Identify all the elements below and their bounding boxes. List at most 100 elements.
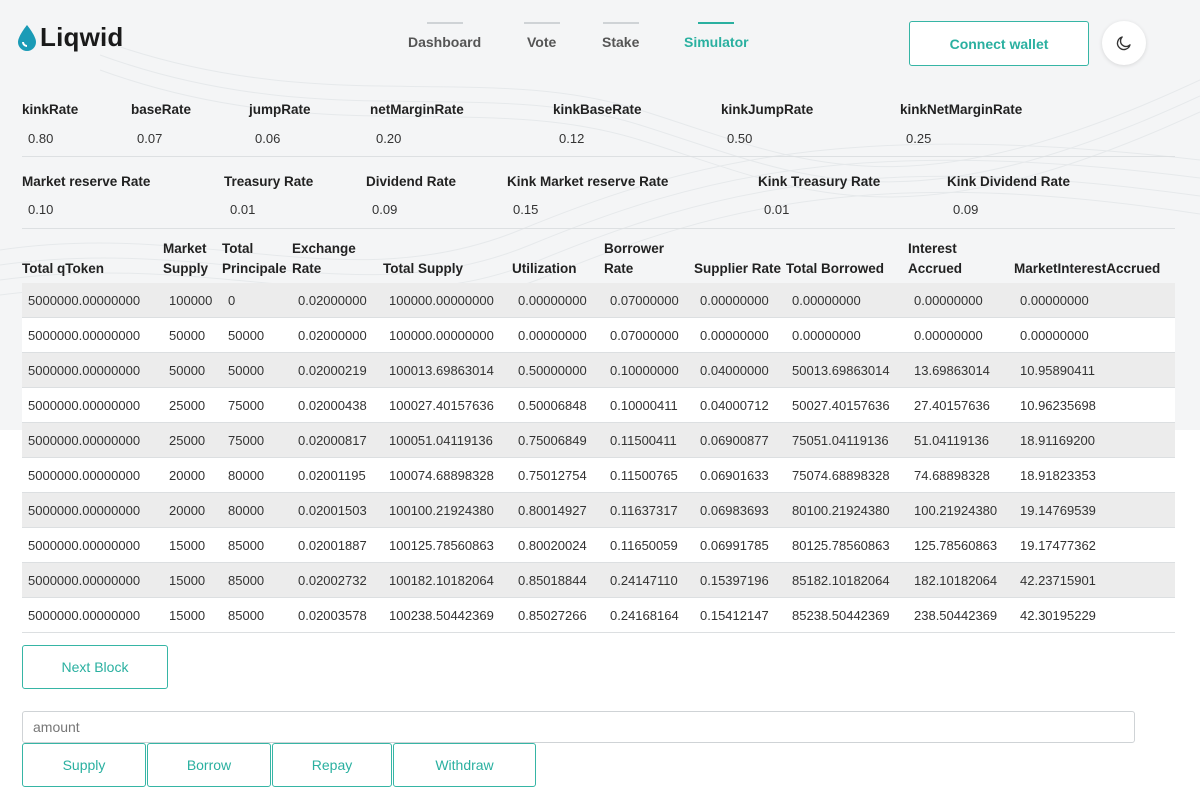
table-cell: 0.04000000 (694, 352, 786, 388)
table-cell: 50013.69863014 (786, 352, 908, 388)
table-cell: 5000000.00000000 (22, 562, 163, 598)
table-header-row: Total qToken Market Supply Total Princip… (22, 239, 1175, 283)
table-cell: 0.07000000 (604, 317, 694, 353)
table-cell: 0 (222, 283, 292, 318)
brand-logo[interactable]: Liqwid (16, 22, 124, 53)
table-cell: 182.10182064 (908, 562, 1014, 598)
table-cell: 0.06901633 (694, 457, 786, 493)
table-cell: 100.21924380 (908, 492, 1014, 528)
table-cell: 75074.68898328 (786, 457, 908, 493)
param-value[interactable]: 0.25 (906, 131, 932, 146)
param-value[interactable]: 0.50 (727, 131, 753, 146)
param-value[interactable]: 0.09 (953, 202, 979, 217)
table-cell: 0.02001195 (292, 457, 383, 493)
column-header: Supplier Rate (694, 261, 782, 276)
table-cell: 100125.78560863 (383, 527, 512, 563)
table-cell: 0.00000000 (786, 283, 908, 318)
table-cell: 0.06991785 (694, 527, 786, 563)
table-cell: 5000000.00000000 (22, 527, 163, 563)
table-cell: 5000000.00000000 (22, 457, 163, 493)
table-cell: 0.02000219 (292, 352, 383, 388)
top-nav: Dashboard Vote Stake Simulator (0, 0, 1200, 80)
supply-button[interactable]: Supply (22, 743, 146, 787)
table-cell: 5000000.00000000 (22, 492, 163, 528)
table-row: 5000000.00000000 25000 75000 0.02000817 1000… (22, 422, 1175, 458)
table-row: 5000000.00000000 20000 80000 0.02001503 1001… (22, 492, 1175, 528)
table-cell: 100074.68898328 (383, 457, 512, 493)
param-label: kinkJumpRate (721, 102, 814, 117)
amount-input[interactable] (22, 711, 1135, 743)
table-cell: 0.02000817 (292, 422, 383, 458)
connect-wallet-button[interactable]: Connect wallet (909, 21, 1089, 66)
param-value[interactable]: 0.01 (764, 202, 790, 217)
next-block-button[interactable]: Next Block (22, 645, 168, 689)
table-cell: 27.40157636 (908, 387, 1014, 423)
table-cell: 75000 (222, 422, 292, 458)
param-value[interactable]: 0.01 (230, 202, 256, 217)
param-label: Treasury Rate (224, 174, 314, 189)
table-cell: 50000 (222, 352, 292, 388)
nav-stake[interactable]: Stake (602, 22, 639, 50)
table-row: 5000000.00000000 20000 80000 0.02001195 1000… (22, 457, 1175, 493)
param-value[interactable]: 0.10 (28, 202, 54, 217)
divider (22, 156, 1175, 157)
table-cell: 0.00000000 (786, 317, 908, 353)
nav-vote[interactable]: Vote (527, 22, 556, 50)
table-cell: 0.50006848 (512, 387, 604, 423)
table-cell: 18.91169200 (1014, 422, 1175, 458)
table-cell: 19.14769539 (1014, 492, 1175, 528)
param-value[interactable]: 0.80 (28, 131, 54, 146)
theme-toggle-button[interactable] (1102, 21, 1146, 65)
withdraw-button[interactable]: Withdraw (393, 743, 536, 787)
column-header: Borrower Rate (604, 241, 665, 276)
table-cell: 80100.21924380 (786, 492, 908, 528)
table-cell: 0.00000000 (1014, 283, 1175, 318)
table-row: 5000000.00000000 15000 85000 0.02002732 1001… (22, 562, 1175, 598)
param-value[interactable]: 0.06 (255, 131, 281, 146)
param-label: jumpRate (249, 102, 311, 117)
table-cell: 10.95890411 (1014, 352, 1175, 388)
repay-button[interactable]: Repay (272, 743, 392, 787)
table-cell: 100000 (163, 283, 222, 318)
table-cell: 100027.40157636 (383, 387, 512, 423)
table-cell: 5000000.00000000 (22, 317, 163, 353)
table-row: 5000000.00000000 100000 0 0.02000000 100000.… (22, 283, 1175, 318)
table-cell: 0.00000000 (694, 283, 786, 318)
moon-icon (1116, 36, 1131, 51)
table-cell: 10.96235698 (1014, 387, 1175, 423)
table-cell: 0.00000000 (694, 317, 786, 353)
param-value[interactable]: 0.09 (372, 202, 398, 217)
table-cell: 75000 (222, 387, 292, 423)
table-cell: 0.24168164 (604, 597, 694, 633)
table-cell: 5000000.00000000 (22, 352, 163, 388)
table-row: 5000000.00000000 50000 50000 0.02000219 1000… (22, 352, 1175, 388)
param-value[interactable]: 0.12 (559, 131, 585, 146)
param-label: baseRate (131, 102, 192, 117)
param-label: netMarginRate (370, 102, 464, 117)
table-cell: 5000000.00000000 (22, 283, 163, 318)
table-cell: 0.15412147 (694, 597, 786, 633)
table-cell: 15000 (163, 562, 222, 598)
param-value[interactable]: 0.20 (376, 131, 402, 146)
column-header: Exchange Rate (292, 241, 356, 276)
borrow-button[interactable]: Borrow (147, 743, 271, 787)
table-cell: 100013.69863014 (383, 352, 512, 388)
table-cell: 50000 (222, 317, 292, 353)
nav-dashboard[interactable]: Dashboard (408, 22, 481, 50)
param-label: kinkBaseRate (553, 102, 642, 117)
table-cell: 0.02000000 (292, 317, 383, 353)
table-cell: 20000 (163, 492, 222, 528)
table-cell: 20000 (163, 457, 222, 493)
column-header: Interest Accrued (908, 241, 963, 276)
nav-simulator[interactable]: Simulator (684, 22, 749, 50)
table-cell: 0.04000712 (694, 387, 786, 423)
param-value[interactable]: 0.07 (137, 131, 163, 146)
column-header: Market Supply (163, 241, 209, 276)
table-cell: 50000 (163, 352, 222, 388)
table-cell: 0.02002732 (292, 562, 383, 598)
table-cell: 0.07000000 (604, 283, 694, 318)
table-cell: 42.30195229 (1014, 597, 1175, 633)
table-cell: 13.69863014 (908, 352, 1014, 388)
table-cell: 0.00000000 (908, 283, 1014, 318)
param-value[interactable]: 0.15 (513, 202, 539, 217)
